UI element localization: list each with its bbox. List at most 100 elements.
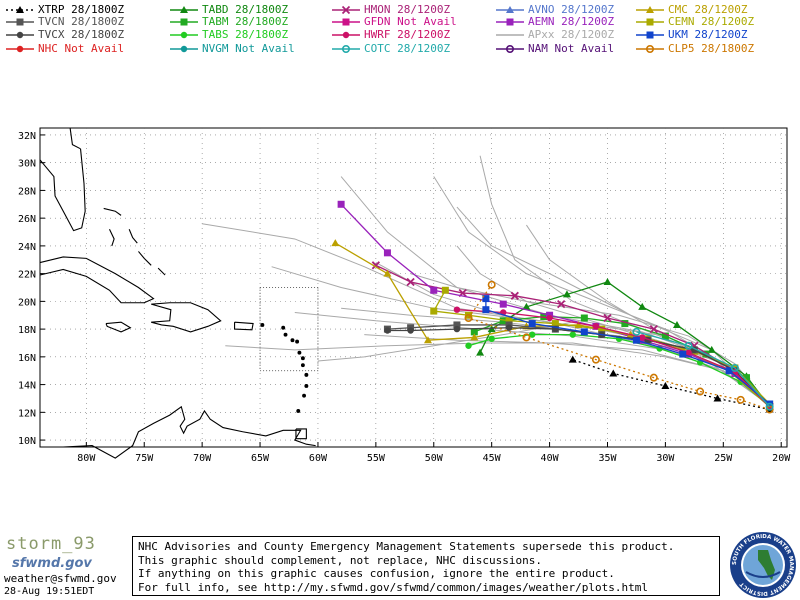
track-point bbox=[441, 286, 449, 294]
track-point bbox=[423, 336, 432, 344]
legend-marker-icon bbox=[332, 44, 360, 54]
track-point bbox=[661, 381, 670, 389]
legend-label: COTC 28/1200Z bbox=[364, 42, 451, 55]
track-point bbox=[551, 320, 559, 328]
track-point bbox=[672, 320, 681, 328]
track-point bbox=[591, 355, 600, 364]
track-point bbox=[679, 350, 687, 358]
track-point bbox=[603, 277, 612, 285]
coast-hispaniola bbox=[151, 302, 222, 333]
watch-box bbox=[259, 287, 319, 372]
ensemble-track bbox=[364, 334, 770, 406]
contact-email: weather@sfwmd.gov bbox=[4, 572, 117, 585]
lat-label: 12N bbox=[18, 408, 36, 419]
legend-label: HWRF 28/1200Z bbox=[364, 28, 451, 41]
legend-symbol bbox=[646, 18, 654, 26]
track-point bbox=[765, 402, 774, 411]
lon-label: 75W bbox=[135, 453, 154, 464]
legend-marker-icon bbox=[636, 6, 664, 13]
track-clp5 bbox=[464, 280, 774, 414]
track-point bbox=[649, 324, 658, 334]
ensemble-tracks bbox=[202, 155, 771, 406]
track-point bbox=[736, 395, 745, 404]
track-point bbox=[499, 317, 507, 325]
track-point bbox=[713, 394, 722, 402]
track-point bbox=[725, 367, 733, 375]
track-point bbox=[649, 373, 658, 382]
lat-label: 16N bbox=[18, 353, 36, 364]
island-dot bbox=[290, 338, 295, 343]
legend-marker-icon bbox=[6, 31, 34, 39]
legend-marker-icon bbox=[496, 34, 524, 36]
legend-label: CEMN 28/1200Z bbox=[668, 15, 755, 28]
legend-marker-icon bbox=[170, 45, 198, 53]
lon-label: 65W bbox=[251, 453, 270, 464]
coast-bahamas-4 bbox=[138, 251, 152, 266]
track-point bbox=[464, 314, 473, 323]
track-point bbox=[562, 290, 571, 298]
track-point bbox=[540, 313, 548, 321]
ensemble-track bbox=[456, 245, 770, 406]
legend-label: TABS 28/1800Z bbox=[202, 28, 289, 41]
ensemble-track bbox=[340, 176, 770, 406]
legend-marker-icon bbox=[6, 18, 34, 26]
legend-marker-icon bbox=[496, 18, 524, 26]
track-point bbox=[499, 300, 507, 308]
track-line bbox=[636, 331, 771, 408]
track-point bbox=[632, 327, 641, 336]
legend-marker-icon bbox=[332, 18, 360, 26]
track-cotc bbox=[632, 327, 774, 411]
legend-label: CMC 28/1200Z bbox=[668, 3, 748, 16]
lon-label: 50W bbox=[425, 453, 444, 464]
track-point bbox=[453, 321, 461, 329]
legend-label: TVCN 28/1800Z bbox=[38, 15, 125, 28]
track-point bbox=[661, 332, 669, 340]
legend-symbol bbox=[16, 6, 24, 13]
track-point bbox=[510, 291, 519, 300]
sfwmd-logo-text: sfwmd.gov bbox=[12, 556, 92, 571]
legend-marker-icon bbox=[332, 31, 360, 39]
legend-symbol bbox=[342, 18, 350, 26]
track-point bbox=[482, 306, 490, 314]
track-point bbox=[621, 320, 629, 328]
legend-marker-icon bbox=[332, 5, 360, 15]
legend-symbol bbox=[646, 6, 654, 13]
lon-label: 80W bbox=[77, 453, 96, 464]
legend-symbol bbox=[180, 31, 188, 39]
track-point bbox=[383, 249, 391, 257]
legend-symbol bbox=[16, 45, 24, 53]
track-point bbox=[482, 295, 490, 303]
track-point bbox=[639, 334, 646, 341]
lon-label: 25W bbox=[714, 453, 733, 464]
island-dot bbox=[296, 408, 301, 413]
track-xtrp bbox=[568, 355, 774, 413]
track-line bbox=[467, 284, 770, 411]
lon-label: 40W bbox=[541, 453, 560, 464]
legend-symbol bbox=[342, 31, 350, 39]
lon-label: 20W bbox=[772, 453, 791, 464]
issue-date: 28-Aug 19:51EDT bbox=[4, 586, 95, 597]
lon-label: 45W bbox=[483, 453, 502, 464]
track-point bbox=[638, 302, 647, 310]
track-point bbox=[487, 280, 496, 289]
legend-marker-icon bbox=[496, 6, 524, 13]
lon-label: 70W bbox=[193, 453, 212, 464]
track-point bbox=[470, 328, 478, 336]
lat-label: 14N bbox=[18, 381, 36, 392]
coast-bahamas-1 bbox=[103, 207, 122, 216]
coast-florida-north bbox=[69, 127, 81, 150]
lat-label: 24N bbox=[18, 242, 36, 253]
coast-trinidad bbox=[295, 428, 307, 440]
track-point bbox=[592, 323, 600, 330]
island-dot bbox=[304, 384, 309, 388]
legend-symbol bbox=[180, 6, 188, 13]
track-line bbox=[485, 298, 771, 405]
legend-symbol bbox=[506, 6, 514, 13]
lat-label: 26N bbox=[18, 214, 36, 225]
legend-label: NAM Not Avail bbox=[528, 42, 615, 55]
track-point bbox=[742, 374, 750, 382]
track-point bbox=[476, 348, 485, 356]
sfwmd-seal-icon: SOUTH FLORIDA WATER MANAGEMENT DISTRICT bbox=[730, 532, 796, 598]
lat-label: 18N bbox=[18, 325, 36, 336]
